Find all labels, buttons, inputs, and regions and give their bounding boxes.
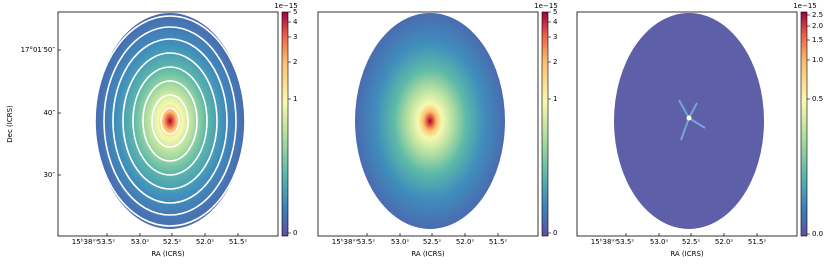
colorbar-tick-label: 4 bbox=[553, 18, 558, 26]
colorbar-tick-label: 0.0 bbox=[812, 230, 823, 238]
colorbar-tick-label: 1.5 bbox=[812, 36, 823, 44]
contour bbox=[112, 38, 228, 204]
colorbar-tick-label: 0.5 bbox=[812, 95, 823, 103]
colorbar-tick-label: 0 bbox=[553, 229, 557, 237]
panel: 15ʰ38ᵐ53.5ˢ 53.0ˢ 52.5ˢ 52.0ˢ 51.5ˢ RA (ICRS)… bbox=[576, 2, 823, 258]
colorbar-scale: 1e−15 bbox=[793, 2, 817, 10]
x-axis-label: RA (ICRS) bbox=[670, 250, 704, 258]
panel: 15ʰ38ᵐ53.5ˢ 53.0ˢ 52.5ˢ 52.0ˢ 51.5ˢ RA (ICRS)… bbox=[317, 2, 558, 258]
colorbar-tick-label: 3 bbox=[553, 33, 557, 41]
colorbar bbox=[281, 11, 289, 237]
x-tick-label: 51.5ˢ bbox=[748, 238, 767, 246]
colorbar-tick-label: 2 bbox=[553, 58, 557, 66]
x-tick-label: 53.0ˢ bbox=[391, 238, 410, 246]
x-tick-label: 15ʰ38ᵐ53.5ˢ bbox=[591, 238, 635, 246]
colorbar-tick-label: 3 bbox=[293, 33, 297, 41]
y-axis-label: Dec (ICRS) bbox=[6, 105, 14, 143]
colorbar-tick-label: 2.5 bbox=[812, 11, 823, 19]
x-tick-label: 51.5ˢ bbox=[489, 238, 508, 246]
colorbar-tick-label: 4 bbox=[293, 18, 298, 26]
contour bbox=[151, 94, 189, 148]
colorbar-tick-label: 0 bbox=[293, 229, 297, 237]
x-tick-label: 53.0ˢ bbox=[131, 238, 150, 246]
contour bbox=[122, 52, 218, 190]
y-tick-label: 30″ bbox=[43, 171, 55, 179]
x-tick-label: 52.5ˢ bbox=[682, 238, 701, 246]
panel: 15ʰ38ᵐ53.5ˢ 53.0ˢ 52.5ˢ 52.0ˢ 51.5ˢ RA (ICRS)… bbox=[6, 2, 298, 258]
colorbar-tick-label: 1.0 bbox=[812, 56, 823, 64]
contour bbox=[160, 107, 180, 135]
x-tick-label: 52.5ˢ bbox=[423, 238, 442, 246]
colorbar-scale: 1e−15 bbox=[534, 2, 558, 10]
x-tick-label: 51.5ˢ bbox=[229, 238, 248, 246]
colorbar-tick-label: 1 bbox=[293, 95, 297, 103]
axes-frame bbox=[576, 11, 798, 237]
x-tick-label: 52.0ˢ bbox=[196, 238, 215, 246]
colorbar bbox=[541, 11, 549, 237]
colorbar bbox=[800, 11, 808, 237]
colorbar-tick-label: 2.0 bbox=[812, 22, 823, 30]
x-tick-label: 15ʰ38ᵐ53.5ˢ bbox=[332, 238, 376, 246]
colorbar-tick-label: 1 bbox=[553, 95, 557, 103]
image-source bbox=[355, 13, 505, 229]
contour bbox=[103, 26, 237, 216]
colorbar-tick-label: 5 bbox=[293, 8, 297, 16]
colorbar-tick-label: 5 bbox=[553, 8, 557, 16]
axes-frame bbox=[317, 11, 539, 237]
contour bbox=[142, 80, 198, 162]
x-tick-label: 15ʰ38ᵐ53.5ˢ bbox=[72, 238, 116, 246]
x-axis-label: RA (ICRS) bbox=[151, 250, 185, 258]
image-source bbox=[95, 13, 245, 229]
contour bbox=[132, 66, 208, 176]
contour bbox=[94, 15, 246, 227]
colorbar-tick-label: 2 bbox=[293, 58, 297, 66]
colorbar-scale: 1e−15 bbox=[274, 2, 298, 10]
y-tick-label: 17°01′50″ bbox=[21, 46, 56, 54]
x-tick-label: 52.5ˢ bbox=[163, 238, 182, 246]
x-tick-label: 52.0ˢ bbox=[456, 238, 475, 246]
x-tick-label: 53.0ˢ bbox=[650, 238, 669, 246]
x-tick-label: 52.0ˢ bbox=[715, 238, 734, 246]
y-tick-label: 40″ bbox=[43, 109, 55, 117]
x-axis-label: RA (ICRS) bbox=[411, 250, 445, 258]
axes-frame bbox=[57, 11, 279, 237]
residual-peak bbox=[686, 115, 692, 121]
image-residual bbox=[614, 13, 764, 229]
